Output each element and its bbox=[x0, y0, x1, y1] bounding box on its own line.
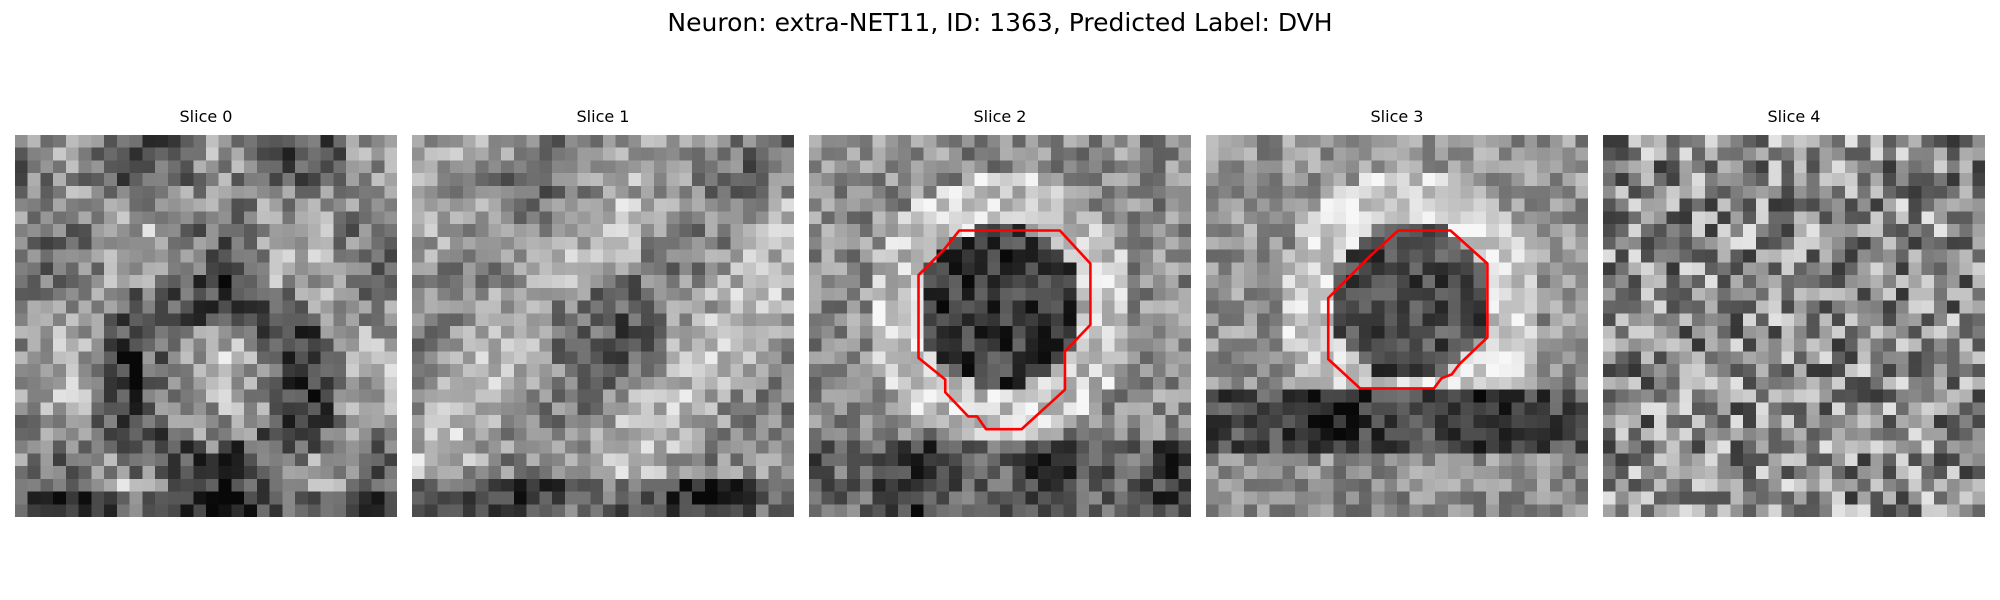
slice-panel-4: Slice 4 bbox=[1603, 106, 1985, 526]
slice-image bbox=[809, 135, 1191, 517]
slice-image bbox=[412, 135, 794, 517]
slice-panel-3: Slice 3 bbox=[1206, 106, 1588, 526]
segmentation-contour bbox=[1328, 231, 1487, 389]
slice-image bbox=[1603, 135, 1985, 517]
segmentation-contour bbox=[919, 231, 1091, 430]
slice-panel-0: Slice 0 bbox=[15, 106, 397, 526]
slice-image bbox=[1206, 135, 1588, 517]
slice-panel-1: Slice 1 bbox=[412, 106, 794, 526]
slice-title: Slice 4 bbox=[1767, 107, 1821, 126]
figure-title: Neuron: extra-NET11, ID: 1363, Predicted… bbox=[667, 8, 1333, 37]
slice-title: Slice 1 bbox=[576, 107, 630, 126]
slice-title: Slice 0 bbox=[179, 107, 233, 126]
slice-panel-2: Slice 2 bbox=[809, 106, 1191, 526]
slice-title: Slice 3 bbox=[1370, 107, 1424, 126]
slice-title: Slice 2 bbox=[973, 107, 1027, 126]
slice-image bbox=[15, 135, 397, 517]
